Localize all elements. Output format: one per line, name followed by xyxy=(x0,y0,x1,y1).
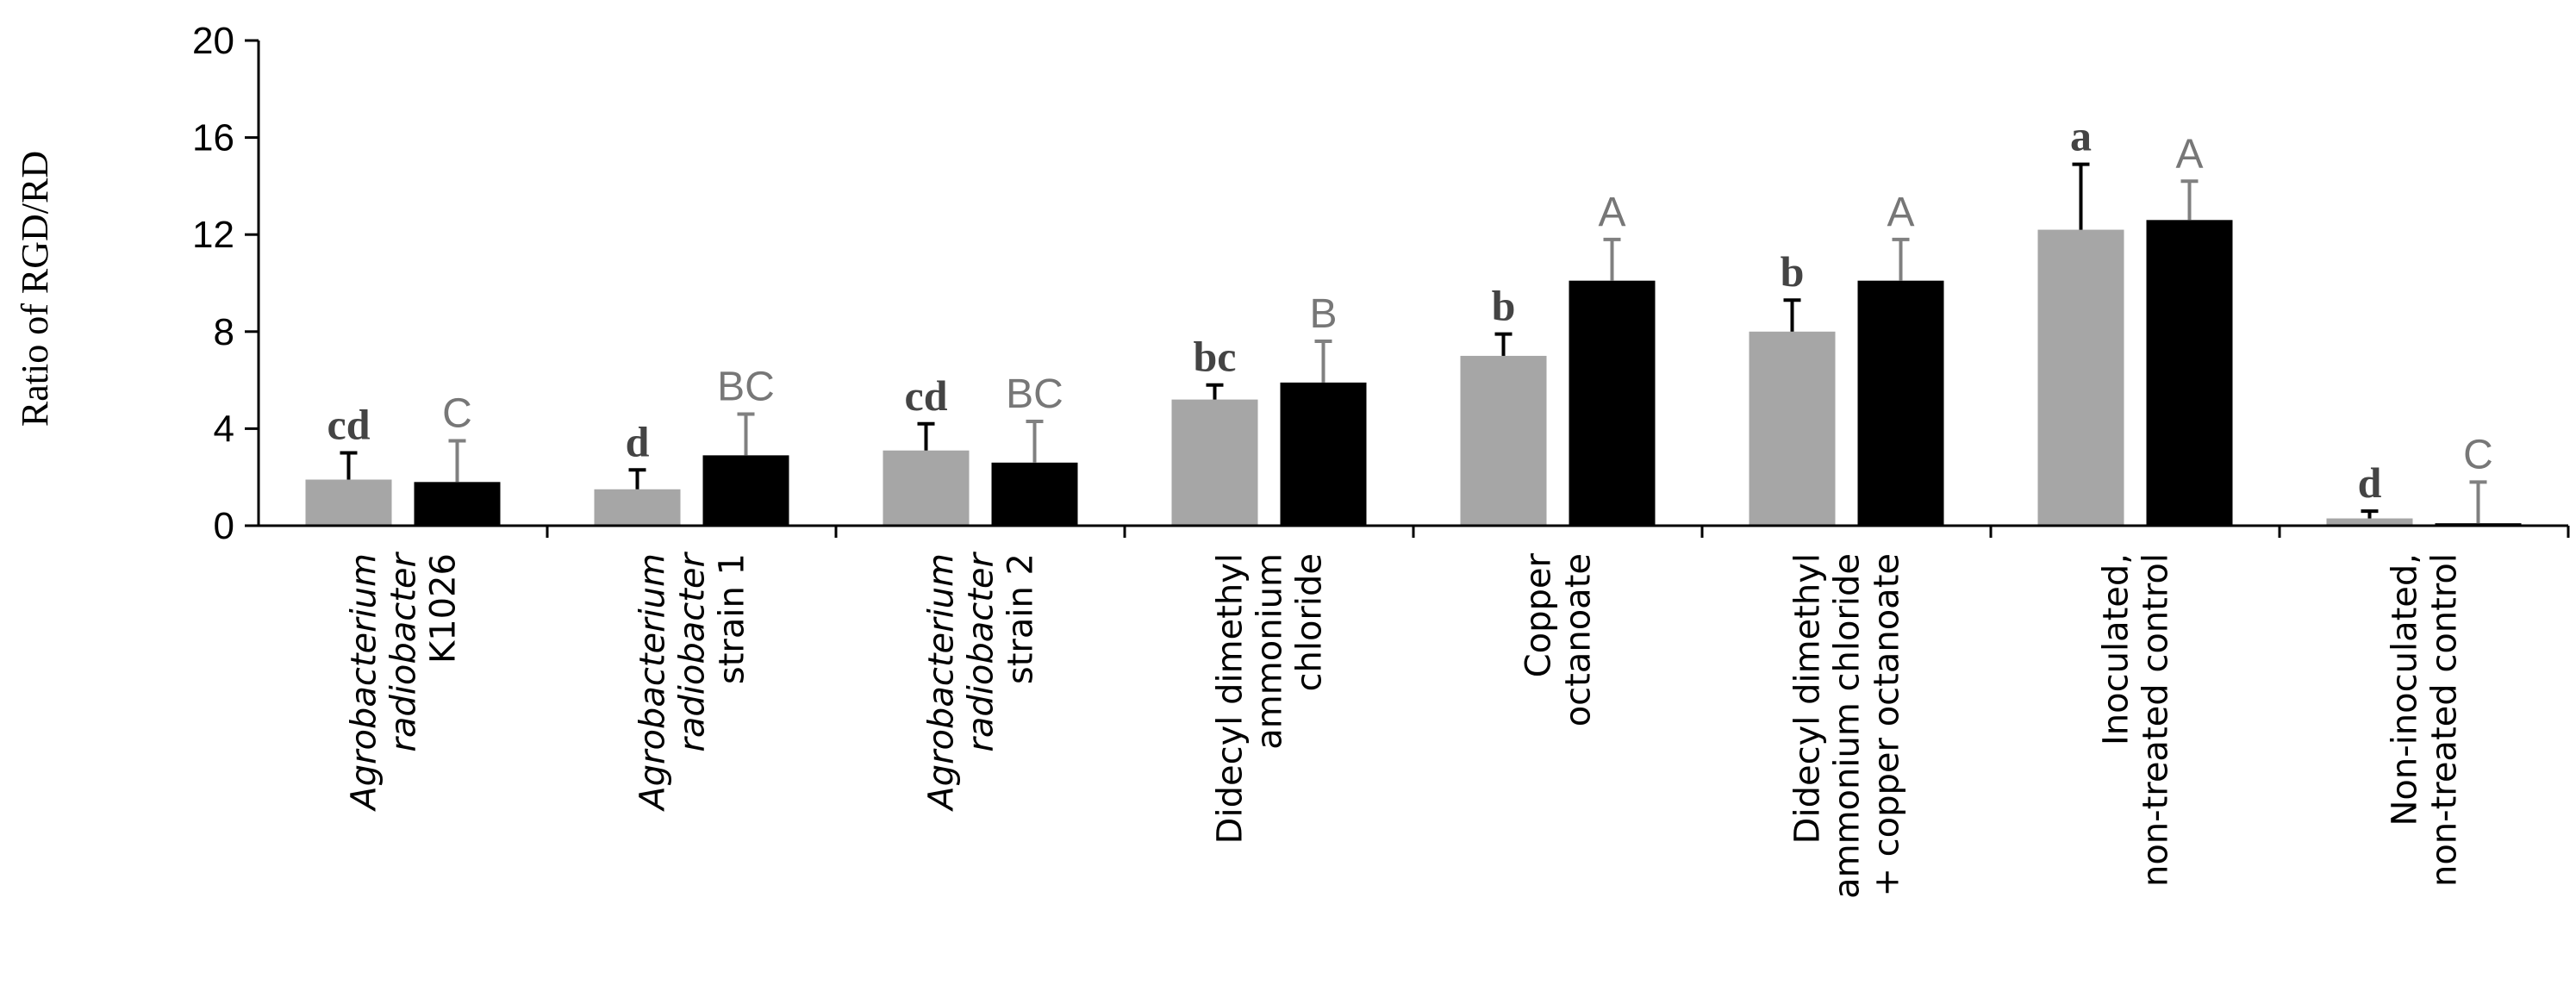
significance-label: d xyxy=(2358,458,2382,507)
bar xyxy=(414,482,501,526)
category-label-line: ammonium xyxy=(1251,553,1290,750)
category-label: Didecyl dimethyl ammonium chloride + coppe… xyxy=(1788,553,1907,899)
significance-label: C xyxy=(442,390,472,436)
category-label: Agrobacterium radiobacter strain 2 xyxy=(922,551,1041,812)
significance-label: b xyxy=(1492,282,1516,330)
bars: cd d cd bc b b a d C BC BC B A A A C xyxy=(305,112,2522,526)
y-tick-label: 4 xyxy=(214,408,234,450)
y-axis-label: Ratio of RGD/RD xyxy=(14,151,56,427)
y-tick-label: 16 xyxy=(192,117,234,159)
y-axis: 0 4 8 12 16 20 xyxy=(192,20,260,547)
bar xyxy=(1857,280,1944,526)
bar xyxy=(2037,229,2124,526)
significance-label: A xyxy=(1887,190,1914,235)
category-label-line: Didecyl dimethyl xyxy=(1211,553,1251,844)
significance-label: C xyxy=(2463,432,2493,477)
significance-label: d xyxy=(626,417,650,465)
category-label-line: Inoculated, xyxy=(2097,553,2136,745)
bar xyxy=(702,455,789,526)
bar xyxy=(594,489,681,526)
category-label-line: Agrobacterium xyxy=(345,553,384,813)
bar xyxy=(1460,355,1547,526)
category-label-line: radiobacter xyxy=(962,551,1001,751)
category-label: Agrobacterium radiobacter K1026 xyxy=(345,551,464,812)
x-axis: Agrobacterium radiobacter K1026 Agrobacteri… xyxy=(259,524,2570,899)
bar xyxy=(2146,220,2233,526)
bar xyxy=(1280,382,1367,526)
bar xyxy=(1171,399,1258,526)
significance-label: cd xyxy=(327,401,371,449)
y-tick-label: 8 xyxy=(214,311,234,353)
significance-label: A xyxy=(2175,131,2203,177)
bar xyxy=(991,462,1078,526)
significance-label: BC xyxy=(1006,371,1063,417)
category-label-line: Copper xyxy=(1519,552,1559,677)
significance-label: a xyxy=(2070,112,2092,160)
category-label-line: Agrobacterium xyxy=(922,553,962,813)
y-tick-label: 12 xyxy=(192,214,234,256)
significance-label: BC xyxy=(717,365,775,410)
category-label-line: K1026 xyxy=(424,553,464,664)
category-label-line: strain 2 xyxy=(1001,553,1041,684)
significance-label: A xyxy=(1598,190,1625,235)
category-label-line: strain 1 xyxy=(713,553,752,684)
significance-label: B xyxy=(1309,291,1337,337)
bar xyxy=(2326,518,2413,526)
y-tick-label: 0 xyxy=(214,505,234,547)
category-label-line: + copper octanoate xyxy=(1868,553,1907,897)
category-label: Copper octanoate xyxy=(1519,552,1599,726)
bar xyxy=(305,479,392,526)
bar xyxy=(1569,280,1656,526)
significance-label: b xyxy=(1781,247,1805,296)
category-label: Didecyl dimethyl ammonium chloride xyxy=(1211,553,1330,844)
category-label-line: radiobacter xyxy=(673,551,713,751)
category-label-line: Non-inoculated, xyxy=(2386,553,2425,826)
category-label-line: radiobacter xyxy=(384,551,424,751)
category-label-line: Agrobacterium xyxy=(633,553,673,813)
significance-label: bc xyxy=(1194,333,1237,381)
category-label-line: non-treated control xyxy=(2425,553,2465,887)
bar xyxy=(1749,331,1836,526)
category-label-line: octanoate xyxy=(1559,553,1599,726)
significance-label: cd xyxy=(905,371,948,420)
category-label-line: ammonium chloride xyxy=(1828,553,1868,899)
category-label: Inoculated, non-treated control xyxy=(2097,553,2176,887)
category-label: Non-inoculated, non-treated control xyxy=(2386,553,2465,887)
category-label-line: chloride xyxy=(1290,553,1330,692)
category-label: Agrobacterium radiobacter strain 1 xyxy=(633,551,752,812)
category-label-line: non-treated control xyxy=(2136,553,2176,887)
y-tick-label: 20 xyxy=(192,20,234,62)
category-label-line: Didecyl dimethyl xyxy=(1788,553,1828,844)
bar xyxy=(883,450,970,526)
